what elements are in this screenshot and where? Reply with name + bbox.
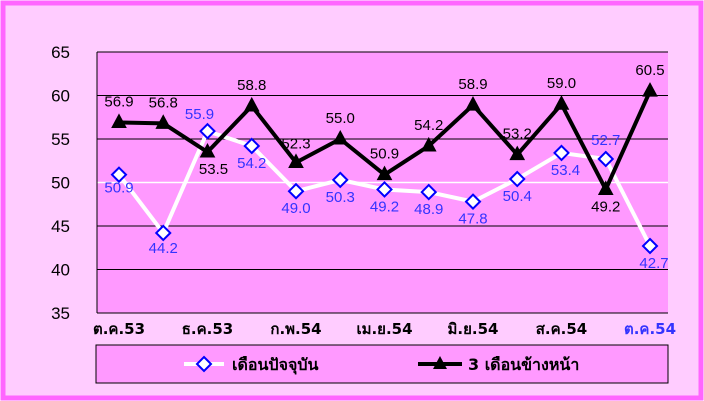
data-point [465,96,481,111]
legend-marker-triangle [433,356,447,369]
data-label: 52.7 [591,132,620,149]
y-tick-label: 45 [51,217,70,236]
x-tick-label: ก.พ.54 [270,320,321,338]
data-point [641,237,659,255]
y-tick-label: 60 [51,87,70,106]
data-label: 54.2 [414,117,443,134]
data-label: 50.3 [326,189,355,206]
data-point [553,95,570,110]
x-tick-label: ส.ค.54 [536,320,587,338]
data-point [642,82,658,97]
data-point [597,150,615,168]
data-label: 49.0 [281,200,310,217]
data-label: 53.4 [551,162,580,179]
data-label: 50.4 [503,188,532,205]
legend-label-ahead: 3 เดือนข้างหน้า [468,355,579,374]
data-point [243,96,260,112]
data-point [199,122,216,140]
legend-marker-diamond [195,355,213,373]
x-tick-label: ธ.ค.53 [182,320,233,338]
x-tick-label: มิ.ย.54 [448,320,499,338]
data-point [110,166,128,184]
data-point [464,193,482,211]
data-label: 60.5 [635,62,664,79]
legend-label-current: เดือนปัจจุบัน [232,355,318,375]
y-tick-label: 35 [51,304,70,323]
x-tick-label: ต.ค.54 [624,320,676,338]
data-point [331,171,349,189]
data-point [332,129,349,145]
data-label: 56.8 [149,94,178,111]
data-point [376,181,393,198]
data-label: 50.9 [370,146,399,163]
data-point [111,113,127,128]
data-point [287,182,305,200]
data-point [288,153,304,168]
legend-box [95,344,669,384]
data-label: 56.9 [104,93,133,110]
data-label: 55.9 [185,106,214,123]
x-tick-label: เม.ย.54 [356,320,412,338]
data-label: 53.2 [503,126,532,143]
data-label: 50.9 [104,180,133,197]
data-label: 59.0 [547,75,576,92]
data-label: 47.8 [458,211,487,228]
data-label: 54.2 [237,155,266,172]
data-point [376,165,393,181]
x-tick-label: ต.ค.53 [93,320,145,338]
data-label: 49.2 [591,198,620,215]
data-label: 52.3 [281,135,310,152]
data-point [509,145,526,161]
data-label: 58.8 [237,77,266,94]
data-point [597,180,614,195]
data-label: 49.2 [370,198,399,215]
data-point [553,144,570,162]
data-point [154,224,172,242]
y-tick-label: 50 [51,174,70,193]
data-label: 48.9 [414,201,443,218]
data-label: 55.0 [326,110,355,127]
data-label: 44.2 [149,240,178,257]
y-tick-label: 65 [51,43,70,62]
data-point [199,142,216,158]
data-label: 42.7 [639,255,668,272]
data-point [508,170,526,188]
data-label: 58.9 [458,76,487,93]
data-point [243,137,261,155]
data-point [420,183,438,201]
data-label: 53.5 [199,161,228,178]
y-tick-label: 40 [51,261,70,280]
data-point [155,114,172,129]
data-point [420,136,437,152]
y-tick-label: 55 [51,130,70,149]
